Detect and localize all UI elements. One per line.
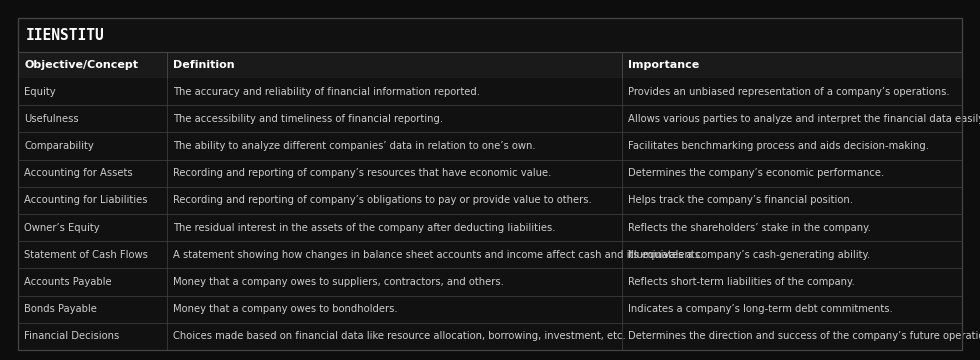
- Text: Owner’s Equity: Owner’s Equity: [24, 222, 100, 233]
- Bar: [18, 323, 962, 350]
- Text: The residual interest in the assets of the company after deducting liabilities.: The residual interest in the assets of t…: [173, 222, 556, 233]
- Text: The accessibility and timeliness of financial reporting.: The accessibility and timeliness of fina…: [173, 114, 443, 124]
- Bar: [18, 269, 962, 296]
- Text: Helps track the company’s financial position.: Helps track the company’s financial posi…: [628, 195, 854, 206]
- Text: IIENSTITU: IIENSTITU: [26, 27, 105, 42]
- Text: Accounts Payable: Accounts Payable: [24, 277, 112, 287]
- Bar: [18, 52, 962, 78]
- Bar: [18, 214, 962, 241]
- Text: Reflects short-term liabilities of the company.: Reflects short-term liabilities of the c…: [628, 277, 855, 287]
- Bar: [18, 241, 962, 269]
- Text: Recording and reporting of company’s resources that have economic value.: Recording and reporting of company’s res…: [173, 168, 552, 178]
- Bar: [18, 105, 962, 132]
- Text: Indicates a company’s long-term debt commitments.: Indicates a company’s long-term debt com…: [628, 304, 893, 314]
- Bar: [18, 78, 962, 105]
- Bar: [18, 296, 962, 323]
- Text: Money that a company owes to bondholders.: Money that a company owes to bondholders…: [173, 304, 398, 314]
- Text: The accuracy and reliability of financial information reported.: The accuracy and reliability of financia…: [173, 87, 480, 96]
- Bar: [18, 132, 962, 159]
- Text: Accounting for Liabilities: Accounting for Liabilities: [24, 195, 148, 206]
- Text: Usefulness: Usefulness: [24, 114, 78, 124]
- Text: Bonds Payable: Bonds Payable: [24, 304, 97, 314]
- Bar: [18, 187, 962, 214]
- Text: A statement showing how changes in balance sheet accounts and income affect cash: A statement showing how changes in balan…: [173, 250, 704, 260]
- Bar: [18, 18, 962, 52]
- Text: Importance: Importance: [628, 60, 700, 70]
- Text: Statement of Cash Flows: Statement of Cash Flows: [24, 250, 148, 260]
- Text: Objective/Concept: Objective/Concept: [24, 60, 138, 70]
- Text: Determines the company’s economic performance.: Determines the company’s economic perfor…: [628, 168, 884, 178]
- Text: Comparability: Comparability: [24, 141, 94, 151]
- Text: Provides an unbiased representation of a company’s operations.: Provides an unbiased representation of a…: [628, 87, 950, 96]
- Text: Money that a company owes to suppliers, contractors, and others.: Money that a company owes to suppliers, …: [173, 277, 504, 287]
- Text: Determines the direction and success of the company’s future operations.: Determines the direction and success of …: [628, 332, 980, 341]
- Text: Facilitates benchmarking process and aids decision-making.: Facilitates benchmarking process and aid…: [628, 141, 929, 151]
- Text: Choices made based on financial data like resource allocation, borrowing, invest: Choices made based on financial data lik…: [173, 332, 626, 341]
- Text: Recording and reporting of company’s obligations to pay or provide value to othe: Recording and reporting of company’s obl…: [173, 195, 592, 206]
- Text: Equity: Equity: [24, 87, 56, 96]
- Text: The ability to analyze different companies’ data in relation to one’s own.: The ability to analyze different compani…: [173, 141, 536, 151]
- Text: Accounting for Assets: Accounting for Assets: [24, 168, 132, 178]
- Text: Financial Decisions: Financial Decisions: [24, 332, 120, 341]
- Text: Definition: Definition: [173, 60, 235, 70]
- Text: Illuminates a company’s cash-generating ability.: Illuminates a company’s cash-generating …: [628, 250, 870, 260]
- Text: Allows various parties to analyze and interpret the financial data easily.: Allows various parties to analyze and in…: [628, 114, 980, 124]
- Text: Reflects the shareholders’ stake in the company.: Reflects the shareholders’ stake in the …: [628, 222, 871, 233]
- Bar: [18, 159, 962, 187]
